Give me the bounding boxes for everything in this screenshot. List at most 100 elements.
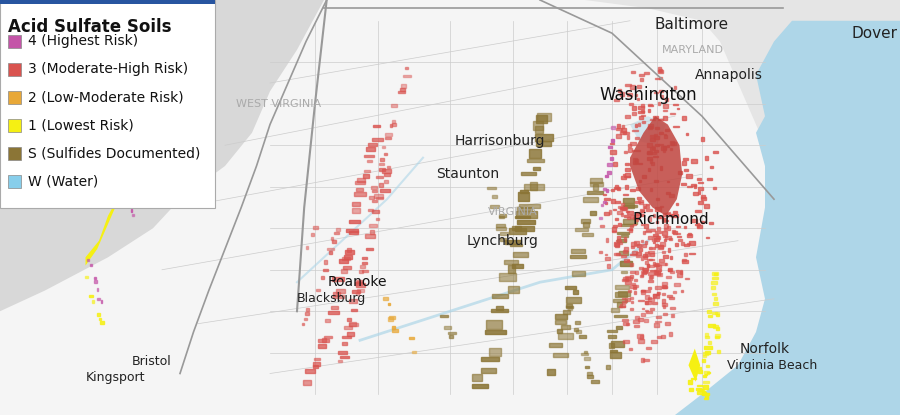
Bar [619,251,627,255]
Bar [713,151,718,154]
Bar [633,285,638,287]
Bar [8,119,21,132]
Bar [641,214,644,217]
Bar [713,302,717,305]
Bar [621,203,624,205]
Bar [662,282,667,286]
Bar [581,219,590,222]
Bar [656,221,658,223]
Bar [584,357,590,359]
Bar [677,107,680,109]
Bar [8,175,21,188]
Bar [644,270,647,273]
Bar [625,203,634,208]
Bar [705,204,709,208]
Polygon shape [117,133,173,199]
Bar [374,125,380,127]
Bar [684,169,688,171]
Bar [599,251,602,253]
Bar [628,290,631,292]
Bar [703,355,706,357]
Bar [662,236,668,237]
Bar [388,303,391,305]
Bar [668,269,672,271]
Bar [683,158,688,161]
Bar [368,209,373,212]
Bar [621,224,633,227]
Bar [322,338,326,342]
Bar [653,116,658,118]
Bar [611,126,615,129]
Bar [659,90,663,93]
Bar [606,364,610,369]
Bar [356,178,365,182]
Bar [650,135,655,137]
Bar [628,148,632,152]
Bar [342,336,351,339]
Bar [712,277,718,279]
Bar [328,248,334,250]
Bar [650,229,655,231]
Bar [639,180,641,182]
Bar [658,144,662,146]
Bar [641,290,644,293]
Bar [697,178,700,180]
Bar [568,308,572,310]
Bar [324,261,327,264]
Bar [673,231,677,234]
Bar [574,328,579,331]
Bar [607,330,617,332]
Bar [623,340,629,343]
Bar [673,291,676,293]
Bar [382,146,385,148]
Bar [638,106,644,109]
Bar [680,270,682,272]
Bar [712,272,718,275]
Bar [316,288,320,291]
Bar [630,254,635,255]
Bar [690,184,696,186]
Bar [657,216,660,217]
Bar [488,187,497,189]
Bar [661,95,663,98]
Bar [342,342,347,345]
Bar [635,137,639,139]
Bar [123,193,125,196]
Bar [496,224,505,227]
Bar [654,270,659,273]
Bar [635,256,640,257]
Bar [633,287,636,289]
Bar [518,192,529,201]
Text: Dover: Dover [851,26,898,41]
Bar [448,332,456,334]
Bar [141,139,144,142]
Polygon shape [540,0,900,249]
Bar [382,169,392,173]
Bar [624,247,628,251]
Bar [631,71,634,73]
Bar [715,334,720,337]
Bar [645,311,652,313]
Bar [665,129,669,131]
Bar [648,251,653,253]
Bar [698,370,701,373]
Bar [696,367,701,369]
Bar [555,320,566,324]
Bar [575,321,580,324]
Bar [486,320,501,329]
Bar [654,127,659,129]
Bar [338,360,343,362]
Bar [646,229,649,231]
Bar [639,202,644,204]
Bar [648,104,652,105]
Bar [615,201,619,203]
Bar [379,168,385,171]
Bar [632,251,637,254]
Bar [698,385,702,386]
Bar [703,352,708,355]
Bar [622,208,627,210]
Bar [513,252,528,257]
Text: Lynchburg: Lynchburg [466,234,538,248]
Bar [356,188,363,190]
Bar [662,218,666,222]
